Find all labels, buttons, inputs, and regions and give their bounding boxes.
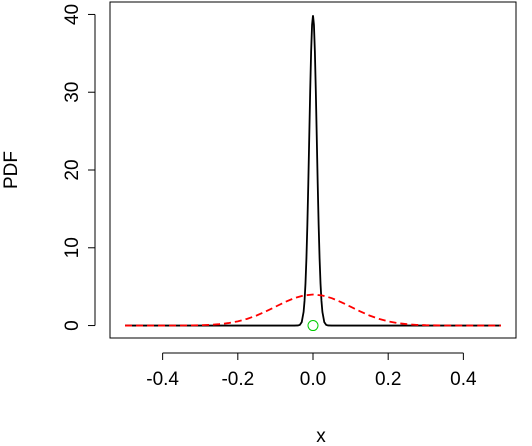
x-tick-label: -0.4: [146, 369, 179, 390]
y-tick-label: 30: [62, 82, 83, 103]
x-tick-label: 0.2: [375, 369, 401, 390]
y-tick-label: 0: [62, 320, 83, 331]
point: [307, 320, 319, 332]
y-tick-label: 10: [62, 237, 83, 258]
y-tick-label: 40: [62, 4, 83, 25]
x-tick-label: -0.2: [221, 369, 254, 390]
y-tick-label: 20: [62, 159, 83, 180]
plot-box: [109, 1, 517, 339]
x-axis-label: x: [316, 426, 326, 446]
x-tick-label: 0.0: [300, 369, 326, 390]
x-tick-label: 0.4: [450, 369, 477, 390]
line: [125, 293, 501, 327]
line: [125, 15, 501, 327]
y-axis-label: PDF: [1, 151, 22, 189]
